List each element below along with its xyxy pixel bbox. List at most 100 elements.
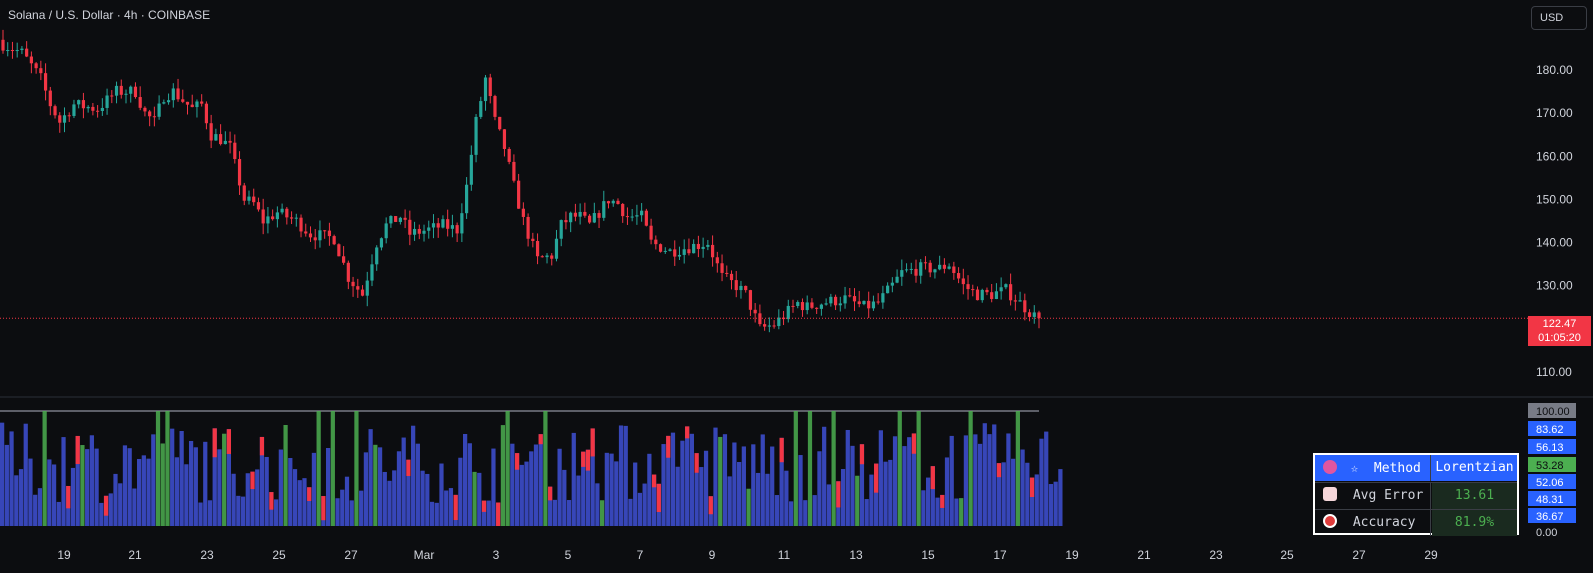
oscillator-value-tag bbox=[1528, 474, 1576, 489]
candle-body bbox=[365, 280, 369, 296]
oscillator-bar bbox=[481, 500, 487, 526]
candle-body bbox=[649, 225, 653, 240]
currency-button[interactable]: USD bbox=[1531, 6, 1587, 30]
oscillator-bar bbox=[623, 425, 628, 526]
oscillator-bar bbox=[874, 463, 879, 526]
oscillator-bar bbox=[363, 452, 369, 526]
oscillator-bar bbox=[576, 475, 581, 526]
candle-body bbox=[833, 296, 838, 306]
candle-body bbox=[687, 249, 691, 254]
oscillator-bar bbox=[330, 411, 335, 526]
oscillator-value-tag bbox=[1528, 508, 1576, 523]
time-axis-label: 21 bbox=[1137, 548, 1151, 562]
candle-body bbox=[1, 39, 5, 51]
oscillator-bar-red bbox=[708, 496, 713, 515]
candle-body bbox=[829, 296, 833, 304]
candle-body bbox=[952, 266, 956, 274]
oscillator-bar bbox=[387, 480, 392, 526]
candle-body bbox=[53, 106, 57, 116]
candle-body bbox=[956, 273, 961, 279]
candle-body bbox=[398, 217, 402, 222]
candle-body bbox=[843, 295, 847, 304]
candle-body bbox=[261, 209, 265, 224]
oscillator-bar bbox=[968, 411, 973, 526]
time-axis-label: 27 bbox=[344, 548, 358, 562]
candle-body bbox=[427, 227, 431, 231]
candle-body bbox=[119, 85, 123, 95]
oscillator-bar bbox=[1020, 449, 1025, 526]
oscillator-bar bbox=[793, 411, 798, 526]
oscillator-bar bbox=[642, 483, 647, 526]
oscillator-bar bbox=[1044, 431, 1049, 526]
oscillator-bar bbox=[429, 501, 435, 526]
oscillator-bar bbox=[585, 449, 591, 526]
candle-body bbox=[148, 111, 152, 117]
oscillator-value-tag bbox=[1528, 491, 1576, 506]
oscillator-bar bbox=[807, 411, 813, 526]
oscillator-bar bbox=[566, 500, 572, 526]
oscillator-bar bbox=[741, 446, 746, 526]
candle-body bbox=[105, 95, 109, 108]
oscillator-bar bbox=[458, 457, 463, 526]
oscillator-bar bbox=[694, 453, 699, 526]
oscillator-bar bbox=[377, 447, 383, 526]
oscillator-bar-red bbox=[66, 485, 71, 509]
candle-body bbox=[815, 307, 819, 309]
candle-body bbox=[455, 225, 459, 234]
oscillator-bar bbox=[614, 461, 619, 526]
price-axis-label: 140.00 bbox=[1536, 236, 1573, 250]
candle-body bbox=[493, 96, 497, 117]
candle-body bbox=[990, 292, 994, 299]
oscillator-bar bbox=[633, 462, 638, 526]
time-axis-label: 21 bbox=[128, 548, 142, 562]
candle-body bbox=[635, 215, 639, 217]
time-axis-label: 7 bbox=[637, 548, 644, 562]
candle-body bbox=[857, 301, 861, 305]
candle-body bbox=[43, 73, 48, 91]
candle-body bbox=[654, 239, 658, 245]
oscillator-bar bbox=[151, 434, 156, 526]
last-price-tag: 122.47 01:05:20 bbox=[1528, 316, 1591, 346]
candle-body bbox=[630, 216, 634, 218]
candle-body bbox=[909, 268, 913, 270]
oscillator-bar bbox=[921, 490, 926, 526]
oscillator-bar bbox=[344, 476, 350, 526]
oscillator-bar bbox=[907, 437, 912, 526]
candle-body bbox=[535, 240, 540, 257]
candle-body bbox=[597, 213, 601, 218]
oscillator-bar bbox=[174, 457, 180, 526]
time-axis-label: 19 bbox=[57, 548, 71, 562]
oscillator-bar bbox=[628, 498, 633, 526]
candle-body bbox=[308, 233, 313, 238]
price-axis-label: 180.00 bbox=[1536, 63, 1573, 77]
oscillator-bar bbox=[703, 450, 709, 526]
oscillator-bar bbox=[514, 453, 520, 526]
oscillator-bar bbox=[80, 445, 85, 526]
avg-error-label: Avg Error bbox=[1352, 488, 1424, 503]
candle-body bbox=[867, 300, 871, 309]
candle-body bbox=[237, 159, 242, 186]
oscillator-bar bbox=[127, 448, 132, 526]
oscillator-bar bbox=[122, 445, 128, 526]
oscillator-bar bbox=[160, 443, 165, 526]
time-axis-label: 15 bbox=[921, 548, 935, 562]
oscillator-bar bbox=[831, 411, 836, 526]
oscillator-bar bbox=[812, 495, 817, 526]
candle-body bbox=[228, 140, 232, 143]
oscillator-bar bbox=[916, 411, 921, 526]
oscillator-bar bbox=[788, 501, 794, 526]
candle-body bbox=[166, 100, 171, 103]
candle-body bbox=[58, 115, 62, 123]
candle-body bbox=[162, 102, 166, 104]
candle-body bbox=[980, 289, 984, 301]
candle-body bbox=[294, 217, 298, 219]
oscillator-bar-red bbox=[250, 471, 255, 490]
candle-body bbox=[621, 203, 625, 217]
oscillator-bar bbox=[373, 444, 378, 526]
candle-body bbox=[133, 86, 138, 98]
candle-body bbox=[370, 264, 374, 281]
oscillator-bar-red bbox=[779, 437, 784, 463]
oscillator-bar bbox=[359, 490, 364, 526]
oscillator-axis-label: 48.31 bbox=[1536, 494, 1564, 506]
